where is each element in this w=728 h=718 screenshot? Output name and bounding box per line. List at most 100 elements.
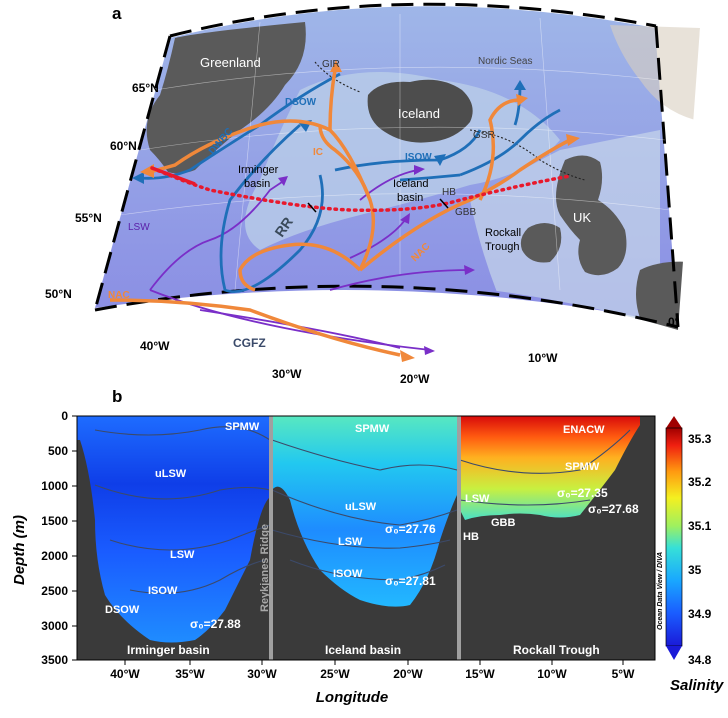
hb-crossing-tick <box>439 198 449 209</box>
section-line <box>150 166 572 213</box>
x-tick-marks <box>124 660 624 665</box>
label-lsw: LSW <box>128 222 150 233</box>
label-rockall: Rockall Trough <box>485 227 524 253</box>
xtick-25w: 25°W <box>320 667 350 681</box>
ytick-500: 500 <box>48 444 68 458</box>
map: 65°N 60°N 55°N 50°N 40°W 30°W 20°W 10°W … <box>45 2 700 386</box>
colorbar-top-arrow <box>666 416 682 428</box>
wm-ulsw-w: uLSW <box>155 468 187 480</box>
wm-spmw-c: SPMW <box>355 423 390 435</box>
map-bottom-border <box>94 284 679 329</box>
lon-label-20: 20°W <box>400 372 430 386</box>
label-gbb: GBB <box>455 207 476 218</box>
x-axis-label: Longitude <box>316 689 388 706</box>
europe-land <box>636 261 690 331</box>
ytick-0: 0 <box>61 409 68 423</box>
wm-spmw-w: SPMW <box>225 421 260 433</box>
ytick-2000: 2000 <box>41 549 68 563</box>
xtick-20w: 20°W <box>393 667 423 681</box>
iso-label-2768: σ₀=27.68 <box>588 502 639 516</box>
cbar-tick-35.3: 35.3 <box>688 432 712 446</box>
label-hb: HB <box>442 187 456 198</box>
lat-label-50: 50°N <box>45 287 72 301</box>
iso-sigma-2788: σ₀= <box>190 617 211 631</box>
uk-land <box>556 155 627 276</box>
xtick-5w: 5°W <box>612 667 635 681</box>
wm-isow-c: ISOW <box>333 568 363 580</box>
label-nac-west: NAC <box>108 290 130 301</box>
lon-label-10: 10°W <box>528 351 558 365</box>
label-gsr: GSR <box>473 130 495 141</box>
topo-gbb: GBB <box>491 517 516 529</box>
basin-irminger: Irminger basin <box>127 643 210 657</box>
norway-shelf <box>610 25 700 120</box>
colorbar-bottom-arrow <box>666 646 682 660</box>
label-rockall-l2: Trough <box>485 241 519 253</box>
y-axis-label: Depth (m) <box>11 515 28 585</box>
lat-label-65: 65°N <box>132 81 159 95</box>
label-rockall-l1: Rockall <box>485 227 521 239</box>
xtick-40w: 40°W <box>110 667 140 681</box>
lsw-currents <box>149 169 471 351</box>
ytick-1500: 1500 <box>41 514 68 528</box>
rockall-shelf <box>470 130 660 330</box>
xtick-35w: 35°W <box>175 667 205 681</box>
wm-spmw-e: SPMW <box>565 461 600 473</box>
xtick-15w: 15°W <box>465 667 495 681</box>
topo-hb: HB <box>463 531 479 543</box>
cbar-tick-34.8: 34.8 <box>688 653 712 667</box>
label-gir: GIR <box>322 59 340 70</box>
cbar-tick-35.2: 35.2 <box>688 475 712 489</box>
ireland-land <box>520 223 562 263</box>
wm-dsow: DSOW <box>105 604 140 616</box>
label-greenland: Greenland <box>200 55 261 70</box>
label-irminger: Irminger basin <box>238 164 281 190</box>
colorbar: 35.3 35.2 35.1 35 34.9 34.8 Ocean Data V… <box>657 416 724 694</box>
iceland-basin-water <box>272 416 457 607</box>
warm-currents <box>109 69 571 357</box>
label-nordic-seas: Nordic Seas <box>478 56 532 67</box>
wm-lsw-c: LSW <box>338 536 363 548</box>
wm-ulsw-c: uLSW <box>345 501 377 513</box>
iso-label-2781: σ₀=27.81 <box>385 574 436 588</box>
section-start <box>151 166 196 186</box>
rr-crossing-tick <box>307 202 317 213</box>
iso-sigma-2735: σ₀= <box>557 486 578 500</box>
iso-sigma-2776: σ₀= <box>385 522 406 536</box>
label-irminger-l2: basin <box>244 178 270 190</box>
xtick-10w: 10°W <box>537 667 567 681</box>
lat-label-60: 60°N <box>110 139 137 153</box>
y-tick-marks <box>72 415 77 661</box>
colorbar-title: Salinity <box>670 677 724 694</box>
label-uk: UK <box>573 210 591 225</box>
plot-frame <box>76 415 656 661</box>
topo-reykjanes: Reykjanes Ridge <box>259 524 271 612</box>
cbar-tick-35: 35 <box>688 563 702 577</box>
basin-iceland: Iceland basin <box>325 643 401 657</box>
iso-sigma-2768: σ₀= <box>588 502 609 516</box>
rockall-water <box>460 416 640 520</box>
ytick-1000: 1000 <box>41 479 68 493</box>
iso-label-2788: σ₀=27.88 <box>190 617 241 631</box>
xtick-30w: 30°W <box>247 667 277 681</box>
irminger-water <box>77 416 270 643</box>
label-iceland-basin-l2: basin <box>397 192 423 204</box>
cbar-tick-35.1: 35.1 <box>688 519 712 533</box>
ytick-3000: 3000 <box>41 619 68 633</box>
cbar-tick-34.9: 34.9 <box>688 607 712 621</box>
iso-value-2788: 27.88 <box>211 617 241 631</box>
graticule <box>119 14 671 291</box>
label-iceland-basin-l1: Iceland <box>393 178 428 190</box>
greenland-land <box>146 22 306 174</box>
label-cgfz: CGFZ <box>233 336 266 350</box>
iso-value-2776: 27.76 <box>406 522 436 536</box>
map-left-border <box>93 35 172 311</box>
label-iceland: Iceland <box>398 106 440 121</box>
label-iceland-basin: Iceland basin <box>393 178 432 204</box>
map-right-border <box>654 25 680 328</box>
label-dsow: DSOW <box>285 97 317 108</box>
iso-label-2735: σ₀=27.35 <box>557 486 608 500</box>
wm-lsw-e: LSW <box>465 493 490 505</box>
colorbar-credit: Ocean Data View / DIVA <box>657 552 664 630</box>
wm-enacw: ENACW <box>563 424 605 436</box>
